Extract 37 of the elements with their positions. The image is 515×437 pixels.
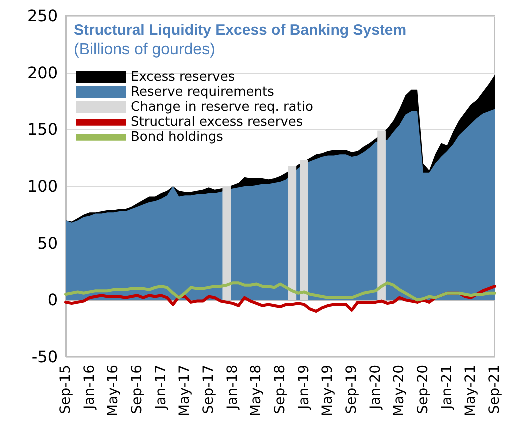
x-tick-label: Jan-20 bbox=[368, 365, 384, 410]
x-tick-label: Jan-19 bbox=[296, 365, 312, 410]
legend-label: Structural excess reserves bbox=[131, 115, 304, 130]
y-tick-label: 150 bbox=[27, 120, 58, 140]
x-tick-label: Jan-21 bbox=[439, 365, 456, 410]
x-tick-label: May-21 bbox=[463, 365, 480, 417]
x-tick-label: Jan-16 bbox=[82, 364, 98, 410]
y-tick-label: 250 bbox=[27, 6, 58, 26]
x-tick-label: Sep-15 bbox=[58, 365, 74, 414]
x-tick-label: Sep-20 bbox=[416, 365, 432, 414]
text: (Billions of gourdes) bbox=[74, 42, 216, 58]
x-tick-label: Sep-18 bbox=[272, 365, 288, 414]
y-tick-label: 100 bbox=[27, 177, 58, 196]
legend-label: Bond holdings bbox=[131, 130, 224, 145]
bar bbox=[300, 160, 309, 300]
x-tick-label: May-19 bbox=[320, 365, 336, 417]
x-tick-label: Sep-21 bbox=[487, 365, 503, 414]
bar bbox=[288, 166, 297, 300]
legend-label: Reserve requirements bbox=[131, 85, 275, 100]
y-tick-label: 0 bbox=[48, 290, 58, 310]
x-tick-label: Jan-17 bbox=[153, 365, 170, 410]
y-tick-label: -50 bbox=[32, 348, 58, 366]
x-tick-label: May-18 bbox=[248, 365, 265, 417]
x-tick-label: Jan-18 bbox=[224, 365, 241, 410]
x-tick-label: Sep-16 bbox=[130, 364, 146, 414]
y-tick-label: 50 bbox=[38, 234, 58, 253]
legend-label: Excess reserves bbox=[131, 70, 236, 85]
line-series bbox=[64, 282, 496, 302]
legend-label: Change in reserve req. ratio bbox=[131, 100, 314, 115]
x-tick-label: Sep-19 bbox=[344, 365, 360, 414]
x-tick-label: Sep-17 bbox=[201, 365, 217, 414]
x-tick-label: May-17 bbox=[177, 365, 194, 417]
y-tick-label: 200 bbox=[27, 63, 58, 82]
x-tick-label: May-20 bbox=[392, 365, 408, 417]
x-tick-label: May-16 bbox=[106, 364, 122, 417]
line-series bbox=[64, 285, 496, 314]
chart-title: Structural Liquidity Excess of Banking System bbox=[74, 22, 407, 39]
